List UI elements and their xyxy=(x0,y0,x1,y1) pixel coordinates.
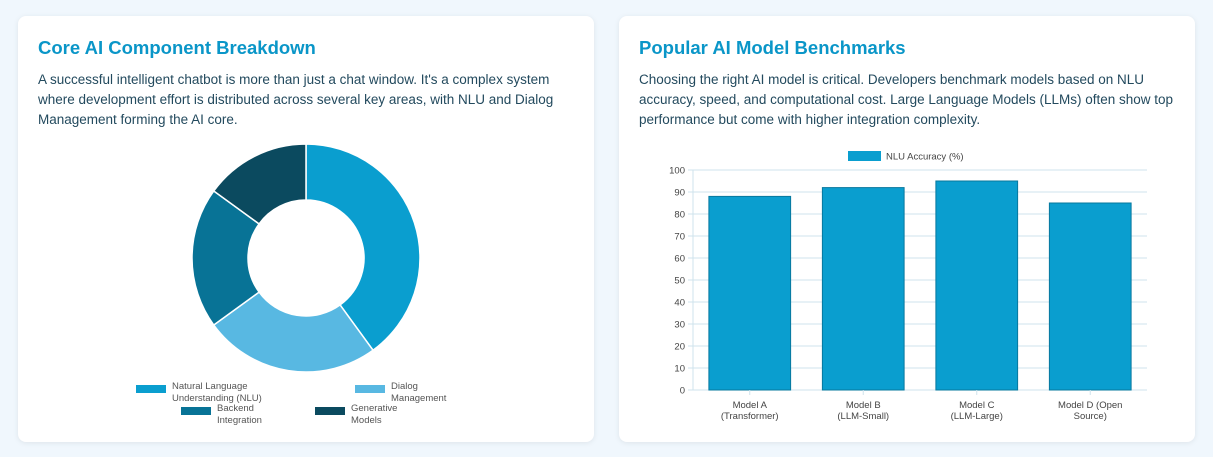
y-tick-label: 90 xyxy=(674,188,685,199)
y-tick-label: 40 xyxy=(674,298,685,309)
donut-slice xyxy=(212,143,307,225)
legend-swatch xyxy=(315,407,345,415)
x-tick-label: Model C xyxy=(959,400,995,411)
x-tick-label: Model D (Open xyxy=(1058,400,1122,411)
donut-slice xyxy=(191,189,261,327)
model-benchmarks-card: Popular AI Model Benchmarks Choosing the… xyxy=(619,16,1195,442)
legend-swatch xyxy=(848,151,881,161)
legend-label: Understanding (NLU) xyxy=(172,393,262,404)
bar xyxy=(935,180,1019,391)
model-benchmarks-description: Choosing the right AI model is critical.… xyxy=(639,72,1174,127)
y-tick-label: 50 xyxy=(674,276,685,287)
x-tick-label: (Transformer) xyxy=(721,411,779,422)
legend-label: Generative xyxy=(351,403,397,414)
legend-swatch xyxy=(355,385,385,393)
legend-label: Backend xyxy=(217,403,254,414)
legend-label: Management xyxy=(391,393,447,404)
x-tick-label: (LLM-Large) xyxy=(951,411,1003,422)
y-tick-label: 20 xyxy=(674,342,685,353)
legend-label: Integration xyxy=(217,415,262,426)
y-tick-label: 0 xyxy=(680,386,685,397)
donut-slice xyxy=(305,143,421,352)
y-tick-label: 60 xyxy=(674,254,685,265)
y-tick-label: 100 xyxy=(669,166,685,177)
x-tick-label: Source) xyxy=(1074,411,1107,422)
component-breakdown-title: Core AI Component Breakdown xyxy=(38,37,316,58)
bar xyxy=(708,195,792,391)
x-tick-label: (LLM-Small) xyxy=(837,411,889,422)
legend-swatch xyxy=(136,385,166,393)
legend-swatch xyxy=(181,407,211,415)
model-benchmarks-title: Popular AI Model Benchmarks xyxy=(639,37,906,58)
component-breakdown-description: A successful intelligent chatbot is more… xyxy=(38,72,554,127)
bar xyxy=(821,187,905,391)
legend-label: Dialog xyxy=(391,381,418,392)
x-tick-label: Model A xyxy=(733,400,768,411)
y-tick-label: 30 xyxy=(674,320,685,331)
legend-label: Models xyxy=(351,415,382,426)
bar xyxy=(1048,202,1132,391)
legend-label: NLU Accuracy (%) xyxy=(886,152,964,163)
component-breakdown-card: Core AI Component Breakdown A successful… xyxy=(18,16,594,442)
y-tick-label: 80 xyxy=(674,210,685,221)
donut-slice xyxy=(212,291,375,373)
y-tick-label: 10 xyxy=(674,364,685,375)
x-tick-label: Model B xyxy=(846,400,881,411)
y-tick-label: 70 xyxy=(674,232,685,243)
benchmark-bar-chart: 0 10 20 30 40 50 60 70 80 90 100 Model A(Transforme… xyxy=(669,151,1147,422)
legend-label: Natural Language xyxy=(172,381,248,392)
